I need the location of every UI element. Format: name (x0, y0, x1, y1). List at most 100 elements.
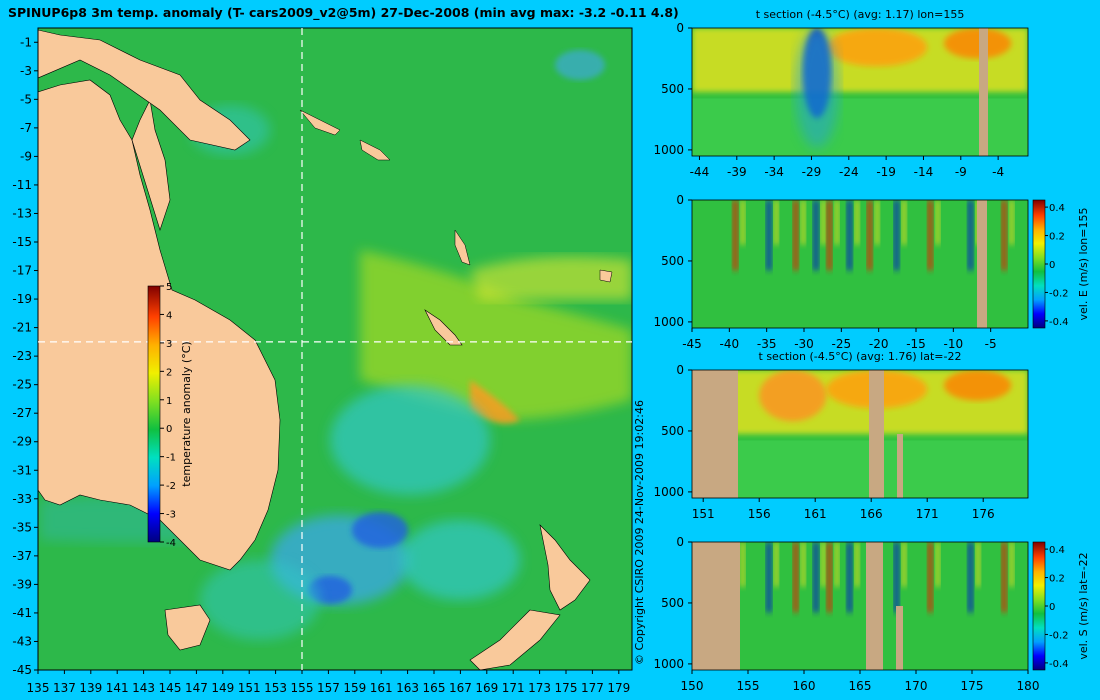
section-frame (691, 199, 1029, 329)
map-x-tick-label: 137 (53, 681, 76, 695)
section-x-tick-label: -30 (794, 337, 814, 351)
map-x-tick-label: 139 (79, 681, 102, 695)
map-x-tick-label: 177 (581, 681, 604, 695)
section-velocity-streak-edge (834, 542, 840, 587)
section-x-tick-label: 151 (692, 507, 715, 521)
section-y-tick-label: 1000 (653, 143, 684, 157)
map-x-tick-label: 157 (317, 681, 340, 695)
map-x-tick-label: 173 (528, 681, 551, 695)
section-y-tick-label: 500 (661, 424, 684, 438)
map-y-tick-label: -7 (20, 121, 32, 135)
section-velocity-streak (893, 200, 900, 271)
section-colorbar-tick-label: -0.4 (1049, 659, 1069, 670)
cool-eddy-3 (400, 520, 520, 600)
section-x-tick-label: 160 (793, 679, 816, 693)
section-x-tick-label: -25 (832, 337, 852, 351)
warm-band-tasman (360, 250, 632, 420)
section-x-tick-label: 166 (860, 507, 883, 521)
section-velocity-streak (846, 542, 853, 613)
map-y-tick-label: -23 (12, 349, 32, 363)
map-x-tick-label: 155 (291, 681, 314, 695)
section-field-tsec-lat (692, 370, 1028, 498)
section-x-tick-label: 170 (905, 679, 928, 693)
section-x-tick-label: -19 (876, 165, 896, 179)
map-colorbar-label: temperature anomaly (°C) (180, 341, 193, 486)
section-y-tick-label: 0 (676, 363, 684, 377)
section-land-patch (979, 28, 988, 156)
map-y-tick-label: -13 (12, 206, 32, 220)
section-cold-halo (795, 28, 839, 148)
section-x-tick-label: 180 (1017, 679, 1040, 693)
map-y-tick-label: -19 (12, 292, 32, 306)
section-panel-tsec-lon: t section (-4.5°C) (avg: 1.17) lon=155 -4… (653, 8, 1029, 179)
section-velocity-streak (967, 200, 974, 271)
section-x-tick-label: -5 (985, 337, 997, 351)
map-colorbar-tick-label: -2 (166, 481, 176, 492)
section-velocity-streak-edge (874, 200, 880, 245)
section-x-tick-label: -29 (802, 165, 822, 179)
map-anomaly-field (38, 29, 632, 670)
map-x-ticks: 135 137 139 141 143 145 147 149 151 153 155 157 159 1… (27, 670, 630, 695)
section-velocity-streak (826, 542, 833, 613)
section-warm-core-2 (944, 370, 1012, 401)
map-y-tick-label: -5 (20, 92, 32, 106)
section-frame (691, 27, 1029, 157)
section-x-tick-label: -24 (839, 165, 859, 179)
section-y-tick-label: 1000 (653, 657, 684, 671)
map-x-tick-label: 141 (106, 681, 129, 695)
map-x-tick-label: 147 (185, 681, 208, 695)
section-x-tick-label: 171 (916, 507, 939, 521)
section-colorbar-tick-label: 0.4 (1049, 203, 1065, 214)
section-velocity-streak (765, 200, 772, 271)
map-colorbar (147, 285, 161, 543)
cool-eddy-4 (200, 560, 320, 640)
section-velocity-streak (792, 200, 799, 271)
section-title: t section (-4.5°C) (avg: 1.17) lon=155 (756, 8, 965, 21)
section-velocity-streak-edge (740, 200, 746, 245)
section-x-tick-label: -40 (720, 337, 740, 351)
section-velocity-streak (1001, 200, 1008, 271)
map-y-tick-label: -9 (20, 149, 32, 163)
map-y-tick-label: -11 (12, 178, 32, 192)
map-frame (37, 27, 633, 671)
section-x-tick-label: -34 (764, 165, 784, 179)
map-y-tick-label: -17 (12, 264, 32, 278)
section-velocity-streak-edge (820, 542, 826, 587)
section-abyss-layer (692, 440, 1028, 498)
section-velocity-streak (927, 200, 934, 271)
copyright-text: © Copyright CSIRO 2009 24-Nov-2009 19:02… (633, 400, 646, 665)
section-velocity-streak-edge (773, 542, 779, 587)
section-velocity-streak-edge (854, 542, 860, 587)
section-colorbar-tick-label: 0 (1049, 602, 1055, 613)
map-y-tick-label: -21 (12, 321, 32, 335)
section-x-tick-label: -44 (690, 165, 710, 179)
section-x-tick-label: 175 (961, 679, 984, 693)
map-x-tick-label: 169 (475, 681, 498, 695)
map-x-tick-label: 175 (555, 681, 578, 695)
warm-eddy (470, 380, 520, 424)
map-y-tick-label: -25 (12, 378, 32, 392)
map-x-tick-label: 167 (449, 681, 472, 695)
map-colorbar-tick-label: -4 (166, 538, 176, 549)
section-y-tick-label: 1000 (653, 485, 684, 499)
section-colorbar-label: vel. S (m/s) lat=-22 (1077, 552, 1090, 659)
land-nz-north (539, 524, 591, 611)
section-colorbar-tick-label: 0.2 (1049, 574, 1065, 585)
section-colorbar-tick-label: 0.2 (1049, 232, 1065, 243)
land-new-guinea (38, 29, 251, 151)
section-title: t section (-4.5°C) (avg: 1.76) lat=-22 (759, 350, 962, 363)
map-colorbar-tick-label: 5 (166, 282, 172, 293)
section-y-tick-label: 500 (661, 254, 684, 268)
map-y-tick-label: -45 (12, 663, 32, 677)
section-colorbar-label: vel. E (m/s) lon=155 (1077, 208, 1090, 321)
section-velocity-streak-edge (834, 200, 840, 245)
map-y-tick-label: -15 (12, 235, 32, 249)
cool-core-1 (352, 512, 408, 548)
section-warm-core-3 (759, 370, 827, 422)
map-y-tick-label: -43 (12, 634, 32, 648)
section-x-tick-label: 150 (681, 679, 704, 693)
map-y-tick-label: -37 (12, 549, 32, 563)
section-velocity-streak (812, 542, 819, 613)
map-y-tick-label: -1 (20, 35, 32, 49)
map-y-tick-label: -27 (12, 406, 32, 420)
